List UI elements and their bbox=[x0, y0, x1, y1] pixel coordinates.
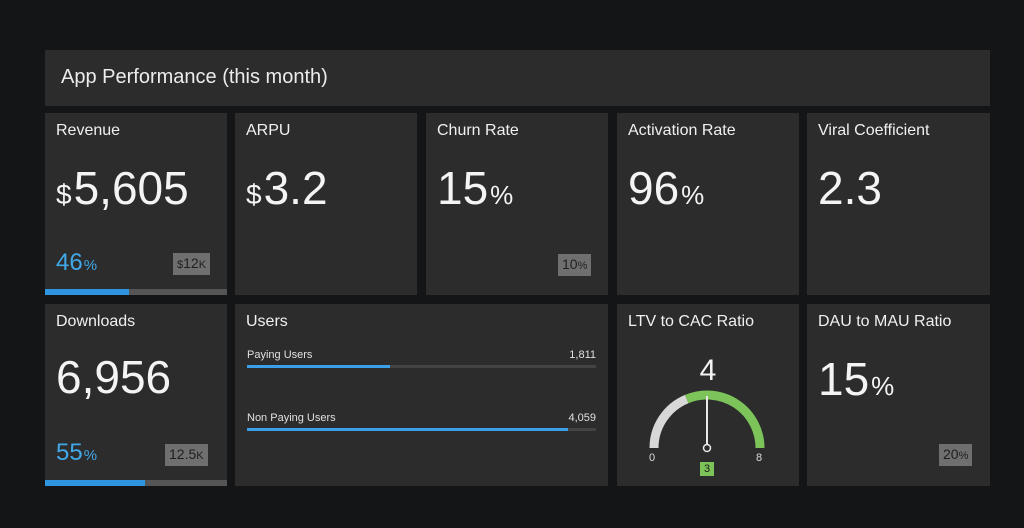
downloads-target-badge: 12.5K bbox=[165, 444, 208, 466]
non-paying-users-bar-track bbox=[247, 428, 596, 431]
downloads-target-value: 12.5 bbox=[169, 446, 197, 462]
churn-rate-tile[interactable]: Churn Rate 15% 10% bbox=[426, 113, 608, 295]
dau-mau-amount: 15 bbox=[818, 353, 870, 405]
activation-rate-amount: 96 bbox=[628, 162, 680, 214]
churn-rate-label: Churn Rate bbox=[437, 122, 519, 139]
revenue-percent-unit: % bbox=[83, 257, 98, 274]
gauge-min-label: 0 bbox=[649, 452, 656, 464]
viral-coefficient-label: Viral Coefficient bbox=[818, 122, 930, 139]
ltv-cac-label: LTV to CAC Ratio bbox=[628, 313, 754, 330]
revenue-value: $5,605 bbox=[56, 165, 189, 211]
ltv-cac-tile[interactable]: LTV to CAC Ratio 4 0 8 3 bbox=[617, 304, 799, 486]
revenue-label: Revenue bbox=[56, 122, 121, 139]
revenue-amount: 5,605 bbox=[73, 162, 189, 214]
revenue-target-unit: K bbox=[198, 259, 207, 271]
revenue-progress-fill bbox=[45, 289, 129, 295]
ltv-cac-value: 4 bbox=[699, 354, 717, 387]
revenue-progress-track bbox=[45, 289, 227, 295]
activation-rate-tile[interactable]: Activation Rate 96% bbox=[617, 113, 799, 295]
downloads-percent-value: 55 bbox=[56, 439, 83, 466]
arpu-currency: $ bbox=[246, 179, 262, 210]
activation-rate-unit: % bbox=[681, 180, 705, 210]
users-label: Users bbox=[246, 313, 288, 330]
ltv-cac-gauge bbox=[649, 390, 765, 453]
arpu-label: ARPU bbox=[246, 122, 291, 139]
non-paying-users-value: 4,059 bbox=[568, 412, 596, 424]
dashboard-title: App Performance (this month) bbox=[61, 66, 328, 88]
gauge-track-green bbox=[684, 390, 765, 449]
churn-rate-target-value: 10 bbox=[562, 256, 578, 272]
downloads-percent: 55% bbox=[56, 441, 97, 465]
dau-mau-unit: % bbox=[871, 371, 895, 401]
gauge-max-label: 8 bbox=[756, 452, 763, 464]
dau-mau-target-unit: % bbox=[958, 450, 969, 462]
viral-coefficient-value: 2.3 bbox=[818, 162, 882, 214]
revenue-target-currency: $ bbox=[177, 259, 184, 271]
revenue-percent-value: 46 bbox=[56, 249, 83, 276]
non-paying-users-bar-fill bbox=[247, 428, 569, 431]
downloads-progress-track bbox=[45, 480, 227, 486]
paying-users-value: 1,811 bbox=[569, 349, 596, 361]
gauge-target-badge: 3 bbox=[700, 462, 714, 476]
churn-rate-target-badge: 10% bbox=[558, 254, 592, 276]
paying-users-label: Paying Users bbox=[247, 349, 313, 361]
dau-mau-value: 15% bbox=[818, 356, 894, 402]
churn-rate-amount: 15 bbox=[437, 162, 489, 214]
revenue-tile[interactable]: Revenue $5,605 46% $12K bbox=[45, 113, 227, 295]
revenue-currency: $ bbox=[56, 179, 72, 210]
downloads-percent-unit: % bbox=[83, 447, 98, 464]
revenue-target-value: 12 bbox=[183, 255, 199, 271]
revenue-percent: 46% bbox=[56, 251, 97, 275]
gauge-pivot bbox=[702, 443, 712, 453]
downloads-target-unit: K bbox=[196, 450, 204, 462]
dau-mau-target-badge: 20% bbox=[939, 444, 973, 466]
downloads-progress-fill bbox=[45, 480, 146, 486]
paying-users-bar-fill bbox=[247, 365, 391, 368]
churn-rate-target-unit: % bbox=[577, 260, 588, 272]
downloads-tile[interactable]: Downloads 6,956 55% 12.5K bbox=[45, 304, 227, 486]
viral-coefficient-tile[interactable]: Viral Coefficient 2.3 bbox=[807, 113, 990, 295]
churn-rate-unit: % bbox=[490, 180, 514, 210]
downloads-label: Downloads bbox=[56, 313, 136, 330]
churn-rate-value: 15% bbox=[437, 165, 513, 211]
revenue-target-badge: $12K bbox=[173, 253, 211, 275]
users-tile[interactable]: Users Paying Users 1,811 Non Paying User… bbox=[235, 304, 608, 486]
arpu-amount: 3.2 bbox=[263, 162, 328, 214]
downloads-value: 6,956 bbox=[56, 351, 172, 403]
dashboard-header: App Performance (this month) bbox=[45, 50, 990, 106]
paying-users-bar-track bbox=[247, 365, 596, 368]
activation-rate-value: 96% bbox=[628, 165, 704, 211]
activation-rate-label: Activation Rate bbox=[628, 122, 736, 139]
non-paying-users-label: Non Paying Users bbox=[247, 412, 336, 424]
dau-mau-target-value: 20 bbox=[943, 446, 959, 462]
dau-mau-tile[interactable]: DAU to MAU Ratio 15% 20% bbox=[807, 304, 990, 486]
gauge-track-gray bbox=[649, 394, 689, 449]
dau-mau-label: DAU to MAU Ratio bbox=[818, 313, 952, 330]
arpu-value: $3.2 bbox=[246, 165, 328, 211]
arpu-tile[interactable]: ARPU $3.2 bbox=[235, 113, 417, 295]
